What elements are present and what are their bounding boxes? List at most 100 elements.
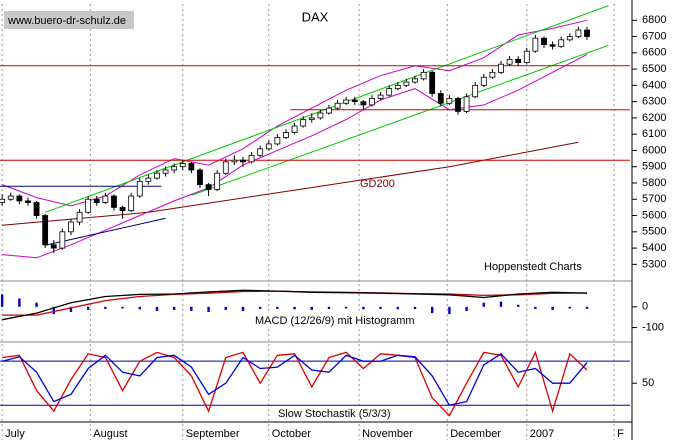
line-label: GD200 [360, 178, 395, 190]
candle-body [437, 93, 444, 104]
histogram-bar [465, 306, 468, 311]
candle-body [240, 159, 246, 163]
histogram-bar [207, 306, 210, 313]
histogram-bar [155, 306, 159, 311]
histogram-bar [86, 306, 90, 310]
histogram-bar [121, 306, 124, 309]
candle-body [549, 44, 556, 47]
candle-body [16, 195, 23, 202]
histogram-bar [35, 302, 38, 307]
candle-body [76, 211, 83, 223]
candle-body [532, 37, 539, 52]
x-tick-label: September [186, 428, 240, 440]
x-tick-label: F [617, 428, 624, 440]
candle-body [541, 37, 547, 46]
y-tick-label: 5400 [642, 242, 666, 254]
histogram-bar [69, 306, 73, 313]
histogram-bar [413, 306, 417, 309]
series-line [2, 19, 588, 207]
histogram-bar [241, 306, 245, 311]
candle-body [351, 99, 358, 103]
candle-body [412, 78, 418, 83]
candle-body [59, 231, 66, 249]
candle-body [222, 161, 229, 174]
y-tick-label: 6600 [642, 47, 666, 59]
x-tick-label: August [93, 428, 127, 440]
y-tick-label: 5700 [642, 193, 666, 205]
candle-body [136, 180, 143, 197]
histogram-bar [18, 298, 21, 307]
candle-body [102, 195, 109, 203]
credit: Hoppenstedt Charts [484, 261, 582, 273]
candle-body [283, 132, 289, 138]
y-tick-label: 6100 [642, 128, 666, 140]
plot-area: 5300 5400 5500 5600 5700 5800 5900 6000 6100 6200… [0, 4, 666, 440]
candle-body [111, 195, 117, 208]
candle-body [308, 117, 315, 120]
candle-body [248, 154, 255, 163]
candle-body [472, 84, 479, 98]
candle-body [33, 202, 40, 216]
y-tick-label: 5600 [642, 209, 666, 221]
histogram-bar [138, 306, 141, 310]
candle-body [231, 159, 238, 163]
y-tick-label: 5800 [642, 177, 666, 189]
histogram-bar [172, 306, 176, 310]
histogram-bar [258, 306, 262, 309]
histogram-bar [379, 306, 382, 309]
histogram-bar [499, 301, 503, 307]
candle-body [274, 137, 281, 145]
candle-body [171, 166, 178, 171]
series-line [45, 217, 166, 246]
candle-body [575, 29, 582, 37]
y-tick-label: 6000 [642, 144, 666, 156]
candle-body [145, 177, 152, 182]
candle-body [265, 143, 272, 150]
candle-body [188, 163, 195, 171]
y-tick-label: 6700 [642, 30, 666, 42]
candle-body [119, 207, 126, 212]
y-tick-label: 6300 [642, 96, 666, 108]
candle-body [50, 244, 57, 249]
chart-title: DAX [302, 9, 329, 24]
candle-body [515, 58, 522, 63]
candle-body [85, 198, 92, 213]
candle-body [420, 71, 427, 80]
histogram-bar [482, 302, 485, 307]
candle-body [68, 221, 74, 233]
candle-body [463, 96, 470, 112]
candle-body [369, 97, 375, 106]
candle-body [446, 97, 453, 104]
y-tick-label: 6200 [642, 112, 666, 124]
candle-body [326, 107, 332, 114]
histogram-bar [344, 306, 348, 309]
candle-body [162, 169, 169, 174]
histogram-bar [516, 304, 520, 307]
histogram-bar [293, 306, 296, 310]
candle-body [386, 88, 393, 96]
histogram-bar [534, 306, 537, 309]
candle-body [480, 76, 487, 86]
histogram-bar [52, 306, 55, 315]
candle-body [214, 172, 221, 190]
x-tick-label: October [272, 428, 311, 440]
panel-title: MACD (12/26/9) mit Histogramm [255, 315, 415, 327]
candle-body [506, 58, 513, 65]
x-tick-label: July [5, 428, 25, 440]
candle-body [394, 84, 401, 90]
candle-body [0, 198, 6, 203]
x-tick-label: 2007 [530, 428, 554, 440]
candle-body [291, 125, 298, 133]
histogram-bar [396, 306, 399, 310]
y-tick-label: 50 [642, 377, 654, 389]
histogram-bar [430, 306, 434, 314]
candle-body [42, 215, 49, 246]
y-tick-label: 5300 [642, 258, 666, 270]
series-line [2, 289, 588, 321]
histogram-bar [551, 306, 554, 310]
histogram-bar [585, 306, 589, 309]
panel-title: Slow Stochastik (5/3/3) [278, 408, 391, 420]
x-tick-label: November [362, 428, 413, 440]
